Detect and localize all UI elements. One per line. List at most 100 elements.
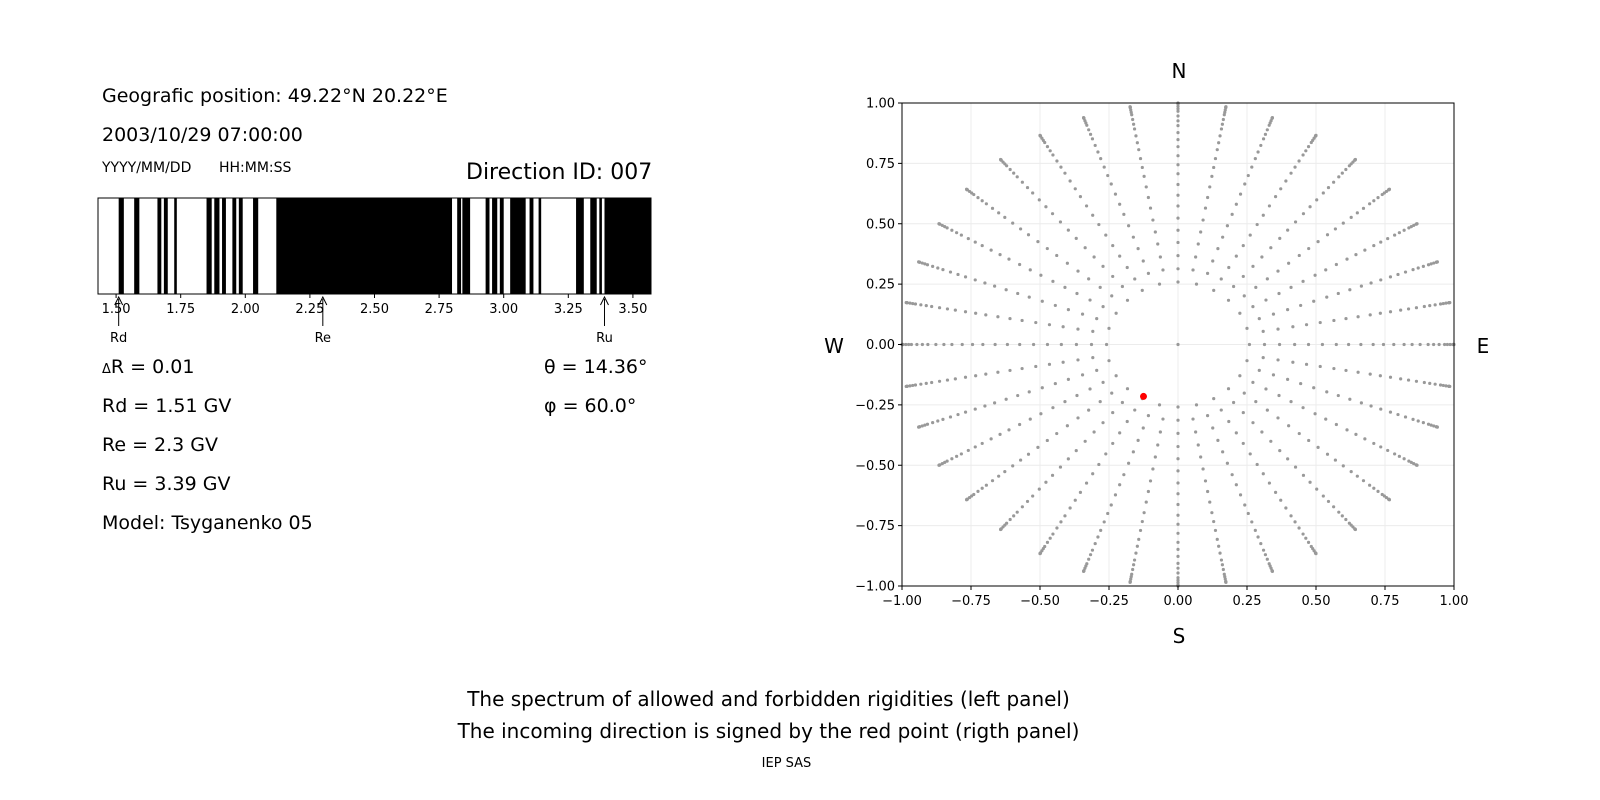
- direction-point: [1448, 384, 1452, 389]
- direction-point: [1129, 108, 1133, 112]
- direction-point: [1040, 299, 1044, 303]
- direction-point: [950, 457, 954, 461]
- direction-point: [1293, 165, 1297, 169]
- direction-point: [1251, 305, 1255, 309]
- direction-point: [1061, 325, 1065, 329]
- direction-point: [923, 423, 927, 427]
- direction-point: [1053, 303, 1057, 308]
- direction-point: [1316, 445, 1320, 449]
- direction-point: [1429, 262, 1433, 266]
- direction-point: [1415, 222, 1419, 226]
- direction-point: [1129, 110, 1133, 114]
- direction-point: [1130, 572, 1134, 576]
- direction-point: [1146, 414, 1151, 418]
- direction-point: [1131, 450, 1135, 454]
- direction-point: [1325, 233, 1330, 237]
- direction-point: [1337, 510, 1341, 514]
- direction-point: [1176, 531, 1180, 535]
- direction-point: [1055, 253, 1059, 258]
- direction-point: [1176, 240, 1180, 245]
- forbidden-bar: [238, 198, 243, 294]
- direction-point: [1087, 128, 1091, 132]
- direction-point: [1068, 179, 1072, 183]
- direction-point: [1379, 278, 1383, 282]
- north-label: N: [1172, 59, 1187, 83]
- direction-point: [1387, 498, 1392, 502]
- direction-point: [1040, 386, 1044, 390]
- direction-point: [1220, 563, 1224, 567]
- direction-point: [1221, 450, 1225, 454]
- direction-point: [1063, 285, 1067, 289]
- direction-point: [1176, 182, 1180, 187]
- map-x-tick-label: −0.25: [1089, 594, 1129, 609]
- direction-point: [1287, 424, 1291, 428]
- direction-point: [1301, 473, 1306, 477]
- map-y-ticks: 1.00 0.75 0.50 0.25 0.00 −0.25 −0.50 −0.75 −1.00: [855, 97, 902, 595]
- model-name: Model: Tsyganenko 05: [102, 512, 313, 534]
- direction-point: [1301, 532, 1305, 536]
- direction-point: [1176, 163, 1180, 167]
- direction-point: [1008, 167, 1012, 172]
- direction-point: [1191, 268, 1195, 272]
- direction-point: [1135, 544, 1139, 548]
- direction-point: [956, 272, 960, 277]
- direction-point: [1101, 305, 1105, 309]
- direction-point: [934, 342, 938, 347]
- direction-point: [1308, 480, 1312, 484]
- direction-point: [1356, 315, 1360, 319]
- direction-point: [955, 231, 959, 235]
- direction-point: [1448, 342, 1452, 347]
- direction-point: [1076, 327, 1080, 331]
- direction-point: [1027, 295, 1031, 299]
- direction-point: [1396, 412, 1400, 417]
- direction-point: [980, 486, 984, 490]
- direction-point: [1129, 577, 1133, 581]
- direction-point: [1238, 374, 1242, 378]
- forbidden-bar: [499, 198, 504, 294]
- direction-point: [1241, 274, 1245, 279]
- direction-point: [1089, 342, 1094, 347]
- direction-point: [1132, 558, 1137, 562]
- direction-point: [1234, 254, 1238, 258]
- direction-point: [1044, 205, 1048, 209]
- direction-point: [917, 425, 921, 429]
- direction-point: [1441, 383, 1445, 388]
- forbidden-bar: [163, 198, 168, 294]
- direction-point: [1355, 474, 1359, 478]
- direction-point: [1063, 171, 1067, 175]
- direction-point: [1125, 298, 1130, 302]
- direction-point: [1307, 438, 1311, 443]
- direction-point: [1220, 122, 1224, 126]
- delta-r: ΔR = 0.01: [102, 356, 194, 378]
- direction-point: [1088, 298, 1092, 302]
- direction-point: [1018, 262, 1022, 267]
- forbidden-bar: [276, 198, 453, 294]
- map-x-tick-label: −1.00: [882, 594, 922, 609]
- direction-point: [943, 225, 947, 229]
- direction-point: [1386, 448, 1390, 453]
- direction-point: [1016, 393, 1020, 398]
- direction-point: [1127, 461, 1131, 465]
- map-y-tick-label: 0.00: [866, 338, 895, 353]
- map-y-tick-label: 0.25: [866, 278, 895, 293]
- direction-point: [1095, 368, 1099, 372]
- direction-point: [1050, 212, 1055, 216]
- direction-point: [1140, 165, 1144, 170]
- direction-point: [1378, 374, 1382, 378]
- direction-point: [948, 415, 953, 419]
- direction-point: [990, 479, 995, 483]
- direction-point: [1196, 242, 1200, 246]
- direction-point: [1340, 171, 1344, 175]
- direction-point: [1349, 215, 1353, 219]
- direction-point: [907, 342, 911, 347]
- spectrum-x-ticks: 1.50 1.75 2.00 2.25 2.50 2.75 3.00 3.25 3.50: [102, 294, 647, 317]
- direction-point: [1341, 464, 1345, 468]
- direction-point: [1369, 281, 1373, 285]
- direction-point: [1075, 393, 1079, 398]
- direction-point: [1251, 380, 1255, 384]
- direction-point: [1038, 552, 1042, 556]
- marker-arrowhead-rd: [114, 295, 124, 306]
- direction-point: [1276, 269, 1280, 273]
- direction-point: [1176, 522, 1180, 526]
- direction-point: [1267, 204, 1272, 208]
